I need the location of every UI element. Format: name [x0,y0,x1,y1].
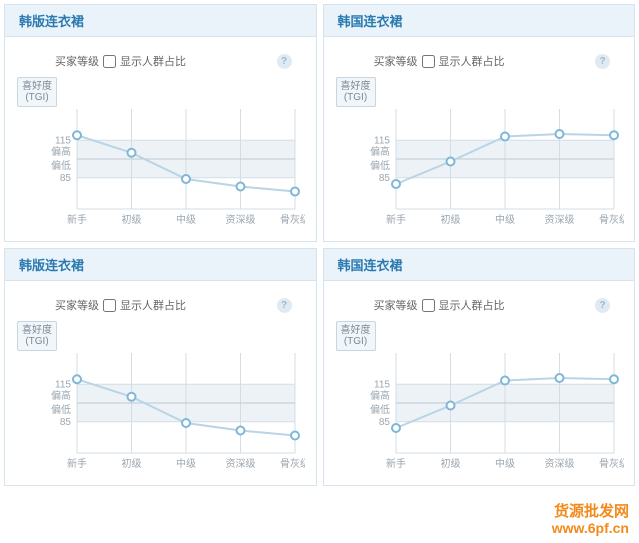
svg-text:初级: 初级 [122,457,142,470]
panel-title: 韩版连衣裙 [5,5,316,37]
svg-text:资深级: 资深级 [544,458,574,470]
chart-panel: 韩版连衣裙买家等级 显示人群占比? 喜好度(TGI) 新手 初级 中级 资深级 骨灰级 85 11… [4,248,317,486]
watermark-line2: www.6pf.cn [552,520,629,537]
svg-text:85: 85 [378,173,390,184]
svg-text:85: 85 [60,417,72,428]
y-axis-label-box: 喜好度(TGI) [17,321,57,351]
svg-text:85: 85 [378,417,390,428]
svg-text:中级: 中级 [495,457,515,470]
y-axis-label-2: (TGI) [341,336,371,347]
panel-controls: 买家等级 显示人群占比? [5,281,316,321]
svg-text:偏高: 偏高 [51,145,71,158]
svg-text:偏高: 偏高 [51,389,71,402]
control-label: 买家等级 [55,53,99,69]
y-axis-label-2: (TGI) [22,336,52,347]
panel-controls: 买家等级 显示人群占比? [5,37,316,77]
chart-area: 喜好度(TGI) 新手 初级 中级 资深级 骨灰级 85 115偏高偏低 [324,321,635,485]
checkbox-label: 显示人群占比 [439,297,505,313]
checkbox-label: 显示人群占比 [439,53,505,69]
line-chart: 新手 初级 中级 资深级 骨灰级 85 115偏高偏低 [15,81,305,231]
svg-text:资深级: 资深级 [544,214,574,226]
svg-text:新手: 新手 [67,213,87,226]
svg-text:偏低: 偏低 [370,403,390,416]
svg-text:偏高: 偏高 [370,389,390,402]
svg-text:骨灰级: 骨灰级 [599,457,624,470]
svg-text:初级: 初级 [440,213,460,226]
chart-panel: 韩国连衣裙买家等级 显示人群占比? 喜好度(TGI) 新手 初级 中级 资深级 骨灰级 85 11… [323,4,636,242]
y-axis-label-box: 喜好度(TGI) [336,77,376,107]
svg-text:偏低: 偏低 [51,159,71,172]
checkbox-label: 显示人群占比 [120,53,186,69]
y-axis-label-box: 喜好度(TGI) [336,321,376,351]
chart-panel: 韩国连衣裙买家等级 显示人群占比? 喜好度(TGI) 新手 初级 中级 资深级 骨灰级 85 11… [323,248,636,486]
svg-text:骨灰级: 骨灰级 [280,457,305,470]
chart-area: 喜好度(TGI) 新手 初级 中级 资深级 骨灰级 85 115偏高偏低 [324,77,635,241]
svg-text:新手: 新手 [386,457,406,470]
y-axis-label-2: (TGI) [341,92,371,103]
svg-text:115: 115 [374,379,390,390]
help-icon[interactable]: ? [595,298,610,313]
svg-text:骨灰级: 骨灰级 [599,213,624,226]
svg-text:初级: 初级 [122,213,142,226]
line-chart: 新手 初级 中级 资深级 骨灰级 85 115偏高偏低 [334,325,624,475]
y-axis-label-1: 喜好度 [341,81,371,92]
panel-controls: 买家等级 显示人群占比? [324,37,635,77]
y-axis-label-1: 喜好度 [22,81,52,92]
watermark-line1: 货源批发网 [552,503,629,520]
panel-title: 韩国连衣裙 [324,249,635,281]
svg-text:新手: 新手 [386,213,406,226]
svg-text:85: 85 [60,173,72,184]
show-ratio-checkbox[interactable] [422,55,435,68]
y-axis-label-1: 喜好度 [341,325,371,336]
svg-text:骨灰级: 骨灰级 [280,213,305,226]
panel-title: 韩国连衣裙 [324,5,635,37]
svg-text:中级: 中级 [176,213,196,226]
svg-text:中级: 中级 [176,457,196,470]
show-ratio-checkbox[interactable] [103,299,116,312]
checkbox-label: 显示人群占比 [120,297,186,313]
help-icon[interactable]: ? [595,54,610,69]
control-label: 买家等级 [374,53,418,69]
panel-controls: 买家等级 显示人群占比? [324,281,635,321]
y-axis-label-2: (TGI) [22,92,52,103]
svg-text:115: 115 [55,379,71,390]
control-label: 买家等级 [374,297,418,313]
panel-title: 韩版连衣裙 [5,249,316,281]
chart-area: 喜好度(TGI) 新手 初级 中级 资深级 骨灰级 85 115偏高偏低 [5,77,316,241]
line-chart: 新手 初级 中级 资深级 骨灰级 85 115偏高偏低 [334,81,624,231]
line-chart: 新手 初级 中级 资深级 骨灰级 85 115偏高偏低 [15,325,305,475]
chart-area: 喜好度(TGI) 新手 初级 中级 资深级 骨灰级 85 115偏高偏低 [5,321,316,485]
show-ratio-checkbox[interactable] [103,55,116,68]
svg-text:中级: 中级 [495,213,515,226]
svg-text:资深级: 资深级 [226,214,256,226]
show-ratio-checkbox[interactable] [422,299,435,312]
svg-text:115: 115 [55,135,71,146]
control-label: 买家等级 [55,297,99,313]
svg-text:资深级: 资深级 [226,458,256,470]
svg-text:初级: 初级 [440,457,460,470]
help-icon[interactable]: ? [277,54,292,69]
chart-panel: 韩版连衣裙买家等级 显示人群占比? 喜好度(TGI) 新手 初级 中级 资深级 骨灰级 85 11… [4,4,317,242]
help-icon[interactable]: ? [277,298,292,313]
svg-text:偏低: 偏低 [370,159,390,172]
watermark: 货源批发网 www.6pf.cn [552,503,629,537]
y-axis-label-1: 喜好度 [22,325,52,336]
y-axis-label-box: 喜好度(TGI) [17,77,57,107]
svg-text:偏高: 偏高 [370,145,390,158]
svg-text:偏低: 偏低 [51,403,71,416]
svg-text:新手: 新手 [67,457,87,470]
svg-text:115: 115 [374,135,390,146]
